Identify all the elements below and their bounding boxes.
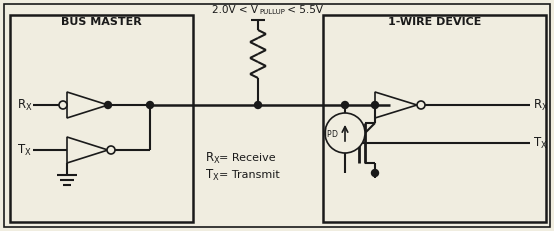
Text: = Receive: = Receive — [219, 153, 276, 163]
Circle shape — [105, 101, 111, 109]
Text: R$_\mathregular{X}$: R$_\mathregular{X}$ — [533, 97, 548, 112]
Circle shape — [59, 101, 67, 109]
Text: T$_\mathregular{X}$: T$_\mathregular{X}$ — [17, 143, 32, 158]
Circle shape — [372, 170, 378, 176]
Text: PULLUP: PULLUP — [259, 9, 285, 15]
Text: I$_\mathregular{PD}$: I$_\mathregular{PD}$ — [324, 126, 339, 140]
Bar — [10, 15, 193, 222]
Text: T$_\mathregular{X}$: T$_\mathregular{X}$ — [205, 167, 220, 182]
Circle shape — [107, 146, 115, 154]
Circle shape — [417, 101, 425, 109]
Text: T$_\mathregular{X}$: T$_\mathregular{X}$ — [533, 135, 548, 151]
Circle shape — [372, 101, 378, 109]
Circle shape — [254, 101, 261, 109]
Circle shape — [146, 101, 153, 109]
Text: = Transmit: = Transmit — [219, 170, 280, 180]
Text: R$_\mathregular{X}$: R$_\mathregular{X}$ — [205, 150, 220, 166]
Text: BUS MASTER: BUS MASTER — [61, 17, 142, 27]
Circle shape — [325, 113, 365, 153]
Circle shape — [341, 101, 348, 109]
Text: 1-WIRE DEVICE: 1-WIRE DEVICE — [388, 17, 481, 27]
Text: R$_\mathregular{X}$: R$_\mathregular{X}$ — [17, 97, 33, 112]
Text: < 5.5V: < 5.5V — [284, 5, 323, 15]
Bar — [323, 15, 546, 222]
Text: 2.0V < V: 2.0V < V — [212, 5, 258, 15]
